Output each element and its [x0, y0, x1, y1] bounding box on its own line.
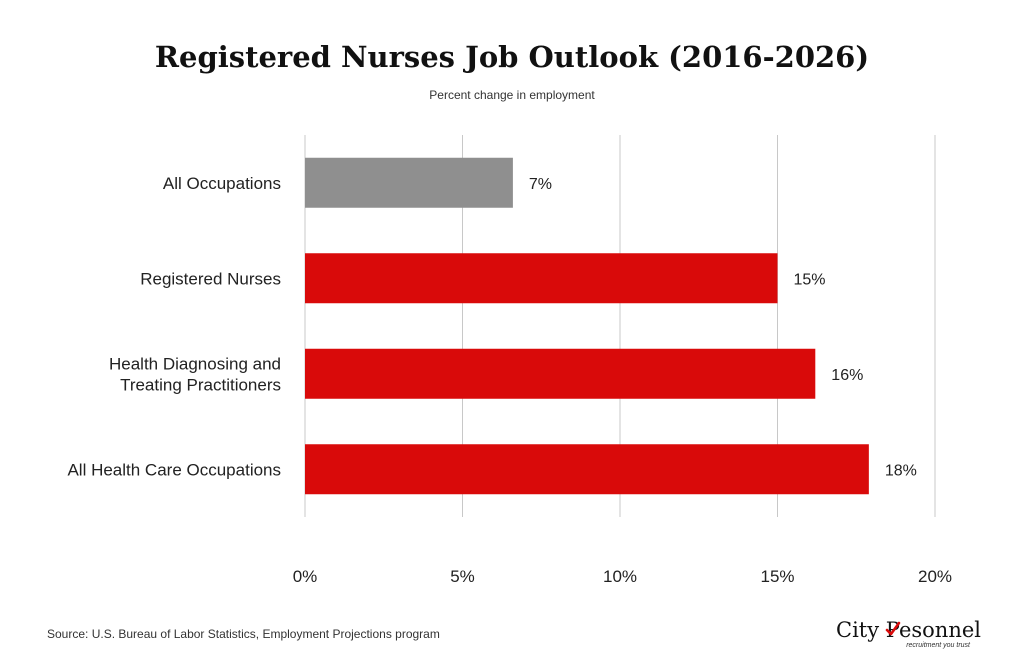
data-label: 16% — [831, 367, 863, 384]
logo-tagline: recruitment you trust — [906, 642, 970, 649]
bar — [305, 444, 869, 495]
data-label: 7% — [529, 176, 552, 193]
city-personnel-logo: City Pesonnel recruitment you trust — [836, 618, 981, 652]
bar — [305, 157, 513, 208]
chart-subtitle: Percent change in employment — [429, 88, 595, 102]
x-tick-label: 20% — [918, 567, 952, 586]
bar — [305, 348, 816, 399]
data-label: 15% — [794, 271, 826, 288]
x-tick-label: 10% — [603, 567, 637, 586]
logo-name-suffix: sonnel — [911, 618, 982, 642]
chart-title: Registered Nurses Job Outlook (2016-2026… — [154, 40, 870, 74]
bar — [305, 253, 778, 304]
category-label: Health Diagnosing and Treating Practition… — [109, 354, 281, 394]
data-label: 18% — [885, 462, 917, 479]
x-tick-label: 15% — [760, 567, 794, 586]
x-tick-label: 5% — [450, 567, 475, 586]
logo-wordmark: City Pesonnel — [836, 618, 981, 642]
x-tick-label: 0% — [293, 567, 318, 586]
category-label: All Occupations — [163, 174, 281, 193]
category-label: All Health Care Occupations — [67, 460, 281, 479]
category-label: Registered Nurses — [140, 269, 281, 288]
source-note: Source: U.S. Bureau of Labor Statistics,… — [47, 627, 440, 641]
checkmark-icon — [885, 621, 901, 636]
